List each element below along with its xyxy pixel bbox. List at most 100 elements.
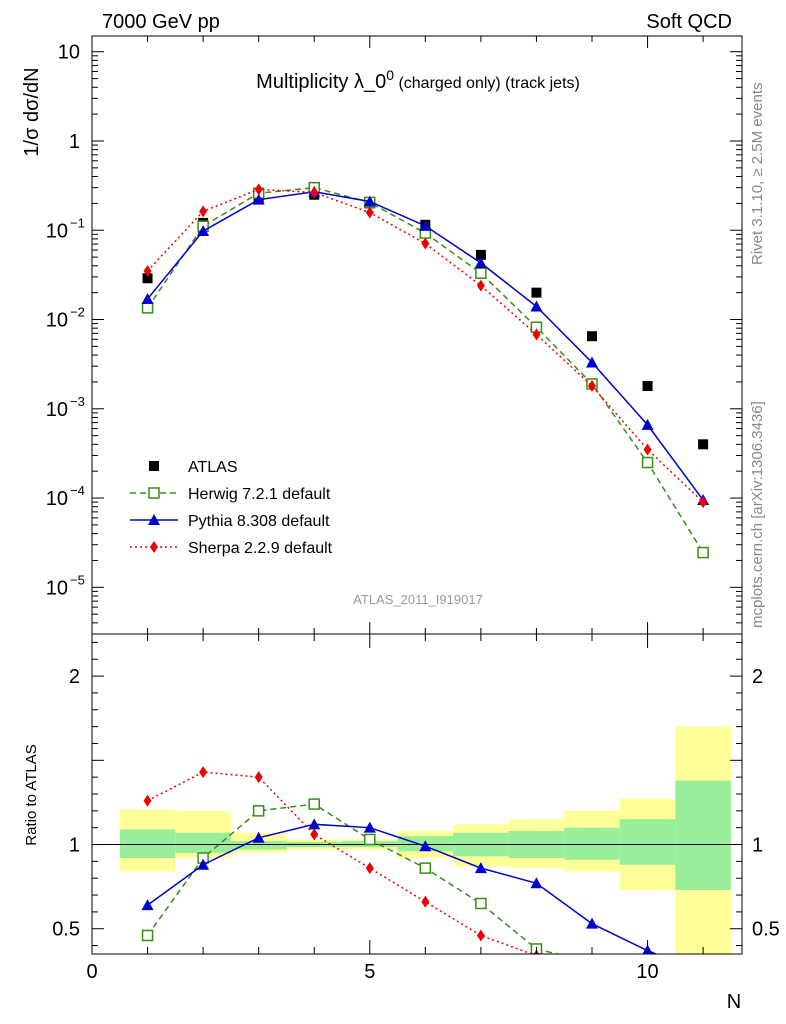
main-y-tick-label: 10 xyxy=(46,220,68,242)
ratio-point-1-0 xyxy=(141,899,154,911)
ratio-y-axis-label: Ratio to ATLAS xyxy=(23,744,40,845)
main-point-3-7 xyxy=(532,328,541,341)
legend-label-1: Herwig 7.2.1 default xyxy=(188,486,331,503)
ratio-point-0-3 xyxy=(308,798,320,810)
ratio-point-1-1 xyxy=(197,858,210,870)
ratio-y-tick-label-right: 1 xyxy=(752,835,763,857)
main-point-2-6 xyxy=(474,256,487,268)
main-plot-area xyxy=(141,181,710,559)
ratio-axis-ticks xyxy=(91,634,742,954)
ratio-point-0-2 xyxy=(252,805,265,817)
ratio-point-1-4 xyxy=(363,821,376,833)
main-axis-ticks xyxy=(91,36,742,635)
ratio-point-1-6 xyxy=(474,862,487,874)
main-point-3-3 xyxy=(310,186,319,199)
ratio-point-0-9 xyxy=(643,984,653,994)
ratio-band-green-2 xyxy=(230,841,287,850)
ratio-point-1-3 xyxy=(308,818,321,830)
ratio-point-1-5 xyxy=(419,840,432,852)
legend-label-2: Pythia 8.308 default xyxy=(188,513,330,530)
main-point-1-10 xyxy=(697,546,709,559)
main-point-2-4 xyxy=(363,195,376,207)
chart-title: Multiplicity λ_00 (charged only) (track … xyxy=(256,67,580,93)
main-y-tick-label: 10 xyxy=(46,488,68,510)
legend: ATLAS Herwig 7.2.1 default Pythia 8.308 de… xyxy=(130,459,333,557)
main-point-2-2 xyxy=(252,193,265,205)
main-y-tick-label: 10 xyxy=(46,310,68,332)
main-point-0-0 xyxy=(142,273,153,284)
main-y-tick-exponent: −1 xyxy=(70,215,85,230)
main-point-1-0 xyxy=(141,302,154,314)
ratio-band-green-9 xyxy=(619,819,676,865)
ratio-point-2-5 xyxy=(421,895,430,908)
ratio-point-2-2 xyxy=(254,771,263,784)
mcplots-label: mcplots.cern.ch [arXiv:1306.3436] xyxy=(749,401,766,628)
main-y-axis-label: 1/σ dσ/dN xyxy=(21,67,43,156)
ratio-y-tick-label: 0.5 xyxy=(52,919,80,941)
main-point-2-8 xyxy=(586,356,598,368)
ratio-point-1-2 xyxy=(252,831,265,843)
ratio-band-green-1 xyxy=(175,832,231,853)
main-y-tick-exponent: −3 xyxy=(70,394,85,409)
main-point-2-1 xyxy=(197,225,210,237)
main-point-1-6 xyxy=(475,267,487,279)
ratio-band-green-10 xyxy=(675,780,731,890)
main-point-3-6 xyxy=(476,279,485,292)
ratio-point-0-0 xyxy=(141,929,154,942)
ratio-point-2-4 xyxy=(365,862,374,875)
main-point-2-7 xyxy=(530,300,543,312)
ratio-point-1-7 xyxy=(530,877,543,889)
main-point-3-0 xyxy=(143,264,152,277)
main-y-tick-label: 10 xyxy=(46,399,68,421)
ratio-point-1-10 xyxy=(697,967,709,978)
legend-marker-2 xyxy=(148,514,160,525)
main-y-tick-label: 10 xyxy=(46,577,68,599)
x-tick-label: 5 xyxy=(364,961,375,983)
main-point-0-10 xyxy=(698,439,709,450)
ratio-y-tick-label-right: 2 xyxy=(752,666,763,688)
legend-marker-0 xyxy=(149,461,159,471)
ratio-point-0-10 xyxy=(698,998,708,1008)
ratio-point-0-8 xyxy=(587,957,597,967)
ratio-point-1-8 xyxy=(586,917,598,929)
x-tick-label: 10 xyxy=(636,961,658,983)
main-point-1-9 xyxy=(641,456,654,469)
ratio-y-tick-label: 2 xyxy=(69,666,80,688)
ratio-plot-area xyxy=(92,726,742,1008)
main-y-tick-label: 1 xyxy=(69,131,80,153)
main-y-tick-exponent: −5 xyxy=(70,572,85,587)
ratio-point-2-1 xyxy=(199,766,208,779)
x-tick-label: 0 xyxy=(86,961,97,983)
ratio-y-tick-label-right: 0.5 xyxy=(752,919,780,941)
ratio-point-2-0 xyxy=(143,794,152,807)
ratio-y-tick-label: 1 xyxy=(69,835,80,857)
ratio-tick-labels: 0.5 0.5 1 1 2 2 0 5 10 xyxy=(52,666,780,983)
main-point-3-2 xyxy=(254,183,263,196)
ratio-band-green-8 xyxy=(564,827,620,860)
main-point-3-9 xyxy=(643,443,652,456)
ratio-band-green-0 xyxy=(119,829,176,858)
legend-label-0: ATLAS xyxy=(188,459,238,476)
ratio-point-2-10 xyxy=(699,970,707,982)
main-y-tick-label: 10 xyxy=(58,42,80,64)
legend-label-3: Sherpa 2.2.9 default xyxy=(188,540,333,557)
main-point-3-8 xyxy=(588,380,596,393)
main-point-3-5 xyxy=(421,237,430,250)
analysis-watermark: ATLAS_2011_I919017 xyxy=(353,592,483,607)
main-point-2-5 xyxy=(419,219,432,231)
legend-marker-1 xyxy=(148,487,160,499)
main-y-tick-exponent: −2 xyxy=(70,305,85,320)
ratio-panel: 0.5 0.5 1 1 2 2 0 5 10 Ratio to ATLAS N xyxy=(23,633,780,1013)
ratio-point-2-3 xyxy=(310,828,319,841)
main-y-tick-exponent: −4 xyxy=(70,483,85,498)
x-axis-label: N xyxy=(727,991,741,1013)
ratio-point-2-6 xyxy=(476,929,485,942)
ratio-point-0-6 xyxy=(475,897,487,910)
legend-marker-3 xyxy=(150,541,158,553)
main-point-2-9 xyxy=(641,418,654,430)
main-point-2-0 xyxy=(141,292,154,304)
main-series-line-3 xyxy=(147,188,704,503)
